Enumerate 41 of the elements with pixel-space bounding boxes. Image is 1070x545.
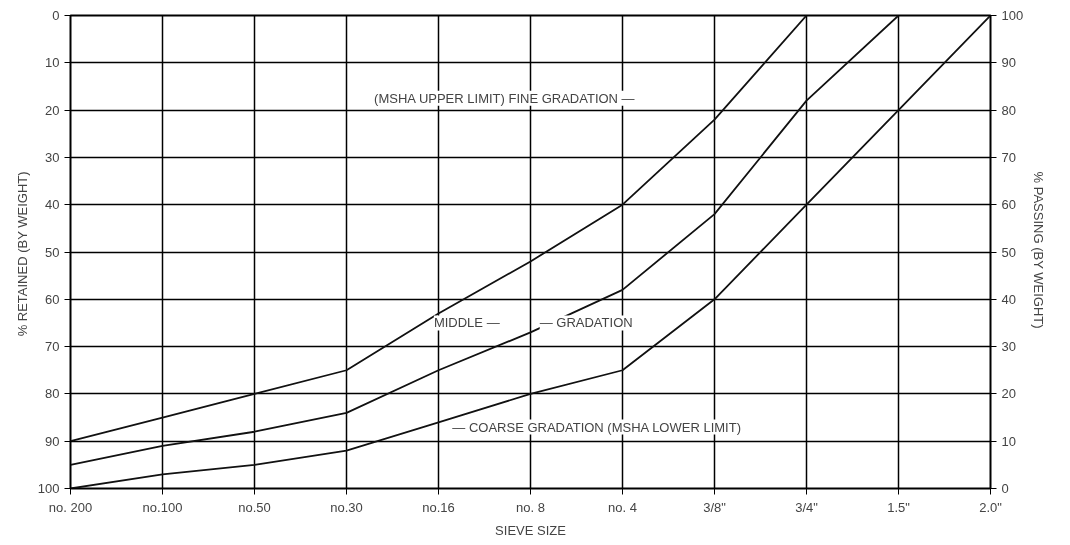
x-tick-label: no.100: [142, 499, 183, 515]
annotation: — GRADATION: [539, 315, 633, 331]
y2-tick-label: 100: [1001, 8, 1024, 23]
x-tick-label: no. 200: [48, 499, 93, 515]
x-tick-label: no.16: [422, 499, 455, 515]
x-tick-label: 3/8": [703, 499, 727, 515]
line-series: [70, 15, 808, 443]
y-tick-label: 40: [45, 197, 60, 213]
x-tick-label: no.30: [330, 499, 363, 515]
y2-axis-title: % PASSING (BY WEIGHT): [1031, 171, 1047, 329]
x-tick-label: 2.0": [979, 499, 1003, 515]
y2-tick-label: 60: [1001, 197, 1016, 213]
y-tick-label: 90: [45, 433, 60, 449]
x-tick-label: 3/4": [795, 499, 819, 515]
x-tick-label: 1.5": [887, 499, 911, 515]
x-tick-label: no. 8: [516, 499, 545, 515]
y2-tick-label: 10: [1001, 433, 1016, 449]
y2-tick-label: 70: [1001, 149, 1016, 165]
y2-tick-label: 40: [1001, 291, 1016, 307]
y2-tick-label: 0: [1001, 481, 1009, 496]
y-axis-title: % RETAINED (BY WEIGHT): [14, 171, 30, 337]
annotation: (MSHA UPPER LIMIT) FINE GRADATION —: [374, 90, 635, 106]
x-tick-label: no. 4: [608, 499, 637, 515]
y2-tick-label: 50: [1001, 244, 1016, 260]
y2-tick-label: 80: [1001, 102, 1016, 118]
annotation: MIDDLE —: [433, 315, 500, 331]
y-tick-label: 50: [45, 244, 60, 260]
y2-tick-label: 90: [1001, 55, 1016, 71]
annotation: — COARSE GRADATION (MSHA LOWER LIMIT): [452, 419, 741, 435]
y2-tick-label: 20: [1001, 386, 1016, 402]
y2-tick-label: 30: [1001, 339, 1016, 355]
y-tick-label: 80: [45, 386, 60, 402]
y-tick-label: 30: [45, 149, 60, 165]
y-tick-label: 20: [45, 102, 60, 118]
y-tick-label: 60: [45, 291, 60, 307]
x-tick-label: no.50: [238, 499, 271, 515]
y-tick-label: 70: [45, 339, 60, 355]
x-axis-title: SIEVE SIZE: [495, 522, 567, 538]
y-tick-label: 100: [37, 481, 60, 496]
y-tick-label: 10: [45, 55, 60, 71]
y-tick-label: 0: [52, 8, 60, 23]
